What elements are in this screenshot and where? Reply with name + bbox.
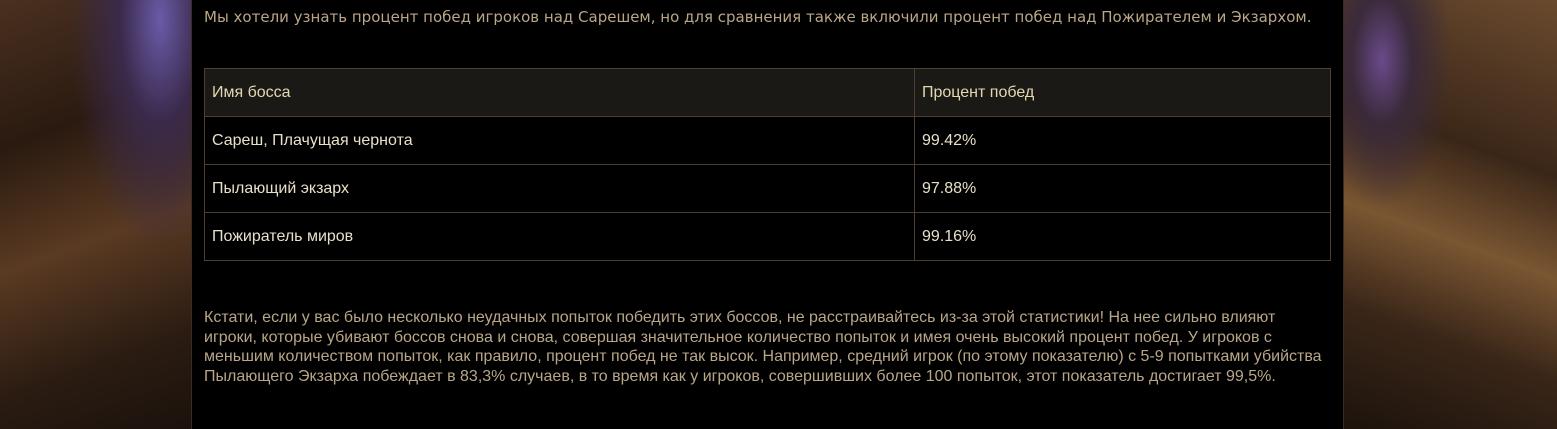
boss-name: Пожиратель миров — [204, 212, 915, 261]
intro-paragraph: Мы хотели узнать процент побед игроков н… — [204, 8, 1312, 26]
table-row: Пылающий экзарх 97.88% — [204, 164, 1331, 213]
table-header-row: Имя босса Процент побед — [204, 68, 1331, 117]
boss-name: Сареш, Плачущая чернота — [204, 116, 915, 165]
win-rate: 99.42% — [914, 116, 1331, 165]
header-win-rate: Процент побед — [914, 68, 1331, 117]
background-art-left — [0, 0, 192, 429]
win-rate: 97.88% — [914, 164, 1331, 213]
table-row: Пожиратель миров 99.16% — [204, 212, 1331, 261]
boss-name: Пылающий экзарх — [204, 164, 915, 213]
boss-win-rate-table: Имя босса Процент побед Сареш, Плачущая … — [204, 68, 1331, 261]
header-boss-name: Имя босса — [204, 68, 915, 117]
win-rate: 99.16% — [914, 212, 1331, 261]
note-paragraph: Кстати, если у вас было несколько неудач… — [204, 309, 1322, 385]
background-art-right — [1342, 0, 1557, 429]
table-row: Сареш, Плачущая чернота 99.42% — [204, 116, 1331, 165]
article-content: Мы хотели узнать процент побед игроков н… — [191, 0, 1344, 429]
